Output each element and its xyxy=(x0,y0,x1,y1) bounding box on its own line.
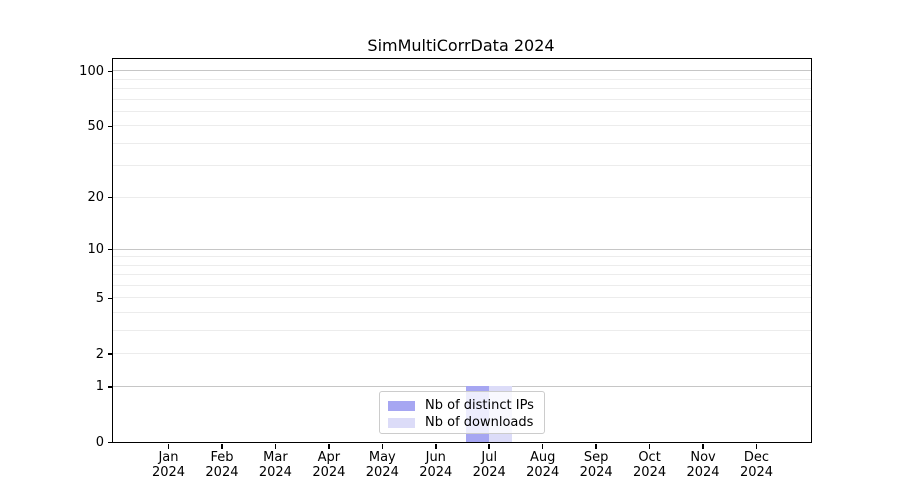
y-tick-mark xyxy=(108,70,113,73)
legend-row: Nb of downloads xyxy=(388,414,536,431)
minor-gridline xyxy=(113,264,811,266)
y-tick-label: 50 xyxy=(87,118,104,134)
minor-gridline xyxy=(113,110,811,112)
legend-label: Nb of downloads xyxy=(425,415,534,430)
y-tick-mark xyxy=(108,125,113,128)
x-tick-year: 2024 xyxy=(419,465,453,480)
minor-gridline xyxy=(113,125,811,127)
x-tick-year: 2024 xyxy=(258,465,292,480)
x-tick-month: Dec xyxy=(743,450,770,465)
x-tick-year: 2024 xyxy=(365,465,399,480)
x-tick-label: Jun 2024 xyxy=(404,450,468,480)
chart-title: SimMultiCorrData 2024 xyxy=(367,36,555,55)
x-tick-label: Nov 2024 xyxy=(671,450,735,480)
legend-swatch xyxy=(388,400,415,411)
x-tick-month: Oct xyxy=(638,450,661,465)
x-tick-mark xyxy=(755,444,758,449)
x-tick-mark xyxy=(381,444,384,449)
legend-swatch xyxy=(388,417,415,428)
x-tick-month: Feb xyxy=(210,450,234,465)
x-tick-year: 2024 xyxy=(526,465,560,480)
minor-gridline xyxy=(113,165,811,167)
x-tick-mark xyxy=(702,444,704,449)
y-tick-label: 100 xyxy=(79,63,104,79)
y-tick-label: 5 xyxy=(95,290,104,306)
x-tick-month: Jun xyxy=(425,450,446,465)
x-tick-label: Mar 2024 xyxy=(243,450,307,480)
x-tick-mark xyxy=(648,444,651,449)
y-tick-label: 0 xyxy=(95,435,104,450)
minor-gridline xyxy=(113,284,811,286)
minor-gridline xyxy=(113,142,811,144)
minor-gridline xyxy=(113,274,811,276)
x-tick-year: 2024 xyxy=(151,465,186,480)
x-tick-month: Sep xyxy=(583,450,609,465)
x-tick-label: Feb 2024 xyxy=(190,450,254,480)
x-tick-mark xyxy=(435,444,437,449)
major-gridline xyxy=(113,70,811,72)
x-tick-label: Jul 2024 xyxy=(457,450,521,480)
minor-gridline xyxy=(113,297,811,299)
x-tick-mark xyxy=(167,444,170,449)
x-tick-mark xyxy=(488,444,490,449)
x-tick-year: 2024 xyxy=(205,465,239,480)
minor-gridline xyxy=(113,353,811,355)
x-tick-label: Oct 2024 xyxy=(618,450,682,480)
x-tick-year: 2024 xyxy=(472,465,506,480)
x-tick-label: Aug 2024 xyxy=(511,450,575,480)
x-tick-month: Apr xyxy=(317,450,341,465)
minor-gridline xyxy=(113,330,811,331)
y-tick-mark xyxy=(108,248,113,251)
x-tick-month: Jul xyxy=(481,450,498,465)
y-tick-label: 1 xyxy=(95,379,104,395)
minor-gridline xyxy=(113,196,811,198)
x-tick-label: Dec 2024 xyxy=(725,450,789,480)
y-tick-label: 10 xyxy=(87,242,104,258)
major-gridline xyxy=(113,248,811,250)
x-tick-month: Aug xyxy=(529,450,556,465)
y-tick-mark xyxy=(108,353,113,355)
x-tick-mark xyxy=(541,444,544,449)
y-tick-label: 20 xyxy=(87,190,104,206)
plot-area xyxy=(112,58,812,443)
x-tick-mark xyxy=(221,444,223,449)
minor-gridline xyxy=(113,78,811,80)
legend-label: Nb of distinct IPs xyxy=(425,398,534,413)
x-tick-year: 2024 xyxy=(312,465,346,480)
legend-row: Nb of distinct IPs xyxy=(388,397,536,414)
x-tick-label: May 2024 xyxy=(350,450,414,480)
y-tick-label: 2 xyxy=(95,346,104,362)
x-tick-mark xyxy=(595,444,597,449)
x-tick-month: Jan xyxy=(158,450,179,465)
x-tick-label: Apr 2024 xyxy=(297,450,361,480)
x-tick-year: 2024 xyxy=(579,465,613,480)
x-tick-label: Jan 2024 xyxy=(137,450,201,480)
y-tick-mark xyxy=(108,297,113,300)
x-tick-month: Nov xyxy=(690,450,716,465)
y-tick-mark xyxy=(108,386,113,388)
legend: Nb of distinct IPs Nb of downloads xyxy=(379,391,545,434)
x-tick-month: May xyxy=(368,450,396,465)
minor-gridline xyxy=(113,312,811,314)
y-tick-mark xyxy=(108,441,113,444)
x-tick-label: Sep 2024 xyxy=(564,450,628,480)
x-tick-mark xyxy=(274,444,277,449)
major-gridline xyxy=(113,385,811,387)
x-tick-year: 2024 xyxy=(686,465,720,480)
x-tick-mark xyxy=(328,444,330,449)
x-tick-month: Mar xyxy=(263,450,288,465)
minor-gridline xyxy=(113,98,811,100)
minor-gridline xyxy=(113,88,811,90)
x-tick-year: 2024 xyxy=(633,465,667,480)
x-tick-year: 2024 xyxy=(739,465,774,480)
y-tick-mark xyxy=(108,196,113,199)
minor-gridline xyxy=(113,256,811,258)
